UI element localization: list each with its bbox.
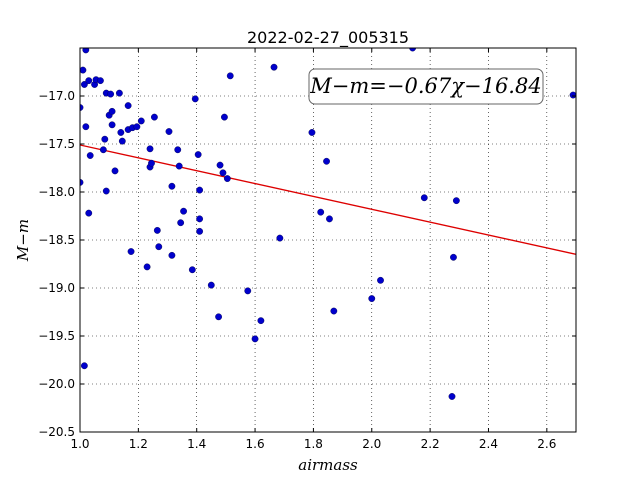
data-point (168, 182, 176, 190)
data-point (409, 48, 417, 52)
data-point (86, 152, 94, 159)
data-point (323, 157, 330, 165)
data-point (308, 129, 316, 136)
data-point (244, 287, 252, 295)
data-point (153, 226, 161, 234)
fit-line (80, 144, 576, 255)
x-tick-label: 2.4 (479, 437, 498, 451)
data-point (276, 234, 284, 242)
data-point (108, 121, 116, 129)
y-tick-label: −18.5 (38, 233, 75, 247)
data-point (196, 215, 204, 223)
data-point (326, 215, 333, 223)
y-axis-label: M−m (14, 219, 32, 262)
x-tick-labels: 1.0 1.2 1.4 1.6 1.8 2.0 2.2 2.4 2.6 (70, 437, 556, 451)
data-point (196, 227, 204, 235)
data-point (150, 113, 158, 121)
data-point (143, 263, 151, 271)
data-point (80, 81, 88, 88)
data-point (127, 248, 135, 255)
data-points (80, 48, 576, 400)
y-tick-label: −18.0 (38, 185, 75, 199)
data-point (85, 209, 93, 217)
fit-line-layer (80, 144, 576, 255)
x-tick-label: 1.2 (129, 437, 148, 451)
x-axis-label: airmass (298, 456, 358, 474)
data-point (102, 187, 110, 195)
data-point (196, 186, 204, 194)
data-point (215, 313, 222, 321)
data-point (146, 145, 154, 153)
y-tick-label: −19.5 (38, 329, 75, 343)
data-point (80, 66, 87, 74)
data-point (137, 117, 145, 125)
x-tick-label: 1.8 (304, 437, 323, 451)
x-tick-label: 1.6 (246, 437, 265, 451)
y-tick-label: −17.0 (38, 89, 75, 103)
y-tick-label: −19.0 (38, 281, 75, 295)
data-point (194, 151, 202, 158)
data-point (191, 95, 199, 103)
data-point (85, 77, 93, 85)
data-point (101, 135, 109, 143)
data-point (223, 175, 231, 182)
data-point (270, 63, 278, 71)
data-point (165, 128, 173, 135)
data-point (251, 335, 259, 343)
data-point (108, 107, 116, 115)
data-point (317, 208, 325, 216)
fit-annotation: M−m=−0.67χ−16.84 (308, 68, 544, 105)
data-point (207, 281, 215, 289)
chart-title: 2022-02-27_005315 (247, 28, 409, 48)
data-point (133, 123, 141, 131)
data-point (155, 243, 163, 251)
x-tick-label: 1.4 (187, 437, 206, 451)
data-point (188, 266, 196, 274)
data-point (175, 162, 183, 170)
data-point (82, 123, 90, 131)
data-point (257, 317, 265, 325)
data-point (118, 137, 126, 145)
data-point (180, 207, 187, 215)
data-point (330, 307, 338, 315)
data-point (368, 295, 376, 302)
y-tick-label: −20.5 (38, 425, 75, 439)
data-point (377, 276, 384, 284)
data-point (219, 169, 227, 177)
data-point (124, 102, 132, 110)
y-tick-label: −20.0 (38, 377, 75, 391)
data-point (97, 77, 104, 85)
x-tick-label: 2.0 (362, 437, 381, 451)
data-point (80, 362, 88, 370)
annotation-text: M−m=−0.67χ−16.84 (309, 74, 541, 98)
data-point (168, 251, 176, 259)
x-tick-label: 2.2 (421, 437, 440, 451)
axis-ticks (79, 48, 576, 433)
data-point (148, 159, 155, 167)
data-point (452, 197, 460, 205)
data-point (82, 48, 90, 54)
data-point (107, 90, 115, 98)
y-tick-labels: −17.0 −17.5 −18.0 −18.5 −19.0 −19.5 −20.0 −20.5 (38, 89, 75, 439)
data-point (221, 113, 228, 121)
annotation-box (308, 68, 544, 105)
data-point (117, 129, 125, 136)
data-point (174, 146, 182, 154)
data-point (226, 72, 234, 80)
data-point (111, 167, 119, 175)
data-point (177, 219, 185, 227)
y-tick-label: −17.5 (38, 137, 75, 151)
data-point (99, 146, 107, 154)
data-point (569, 91, 576, 99)
x-tick-label: 2.6 (537, 437, 556, 451)
x-tick-label: 1.0 (70, 437, 89, 451)
data-point (450, 253, 457, 261)
grid-lines (79, 48, 576, 433)
data-point (448, 393, 456, 400)
data-point (115, 89, 123, 97)
data-point (216, 161, 224, 169)
data-point (420, 194, 428, 202)
